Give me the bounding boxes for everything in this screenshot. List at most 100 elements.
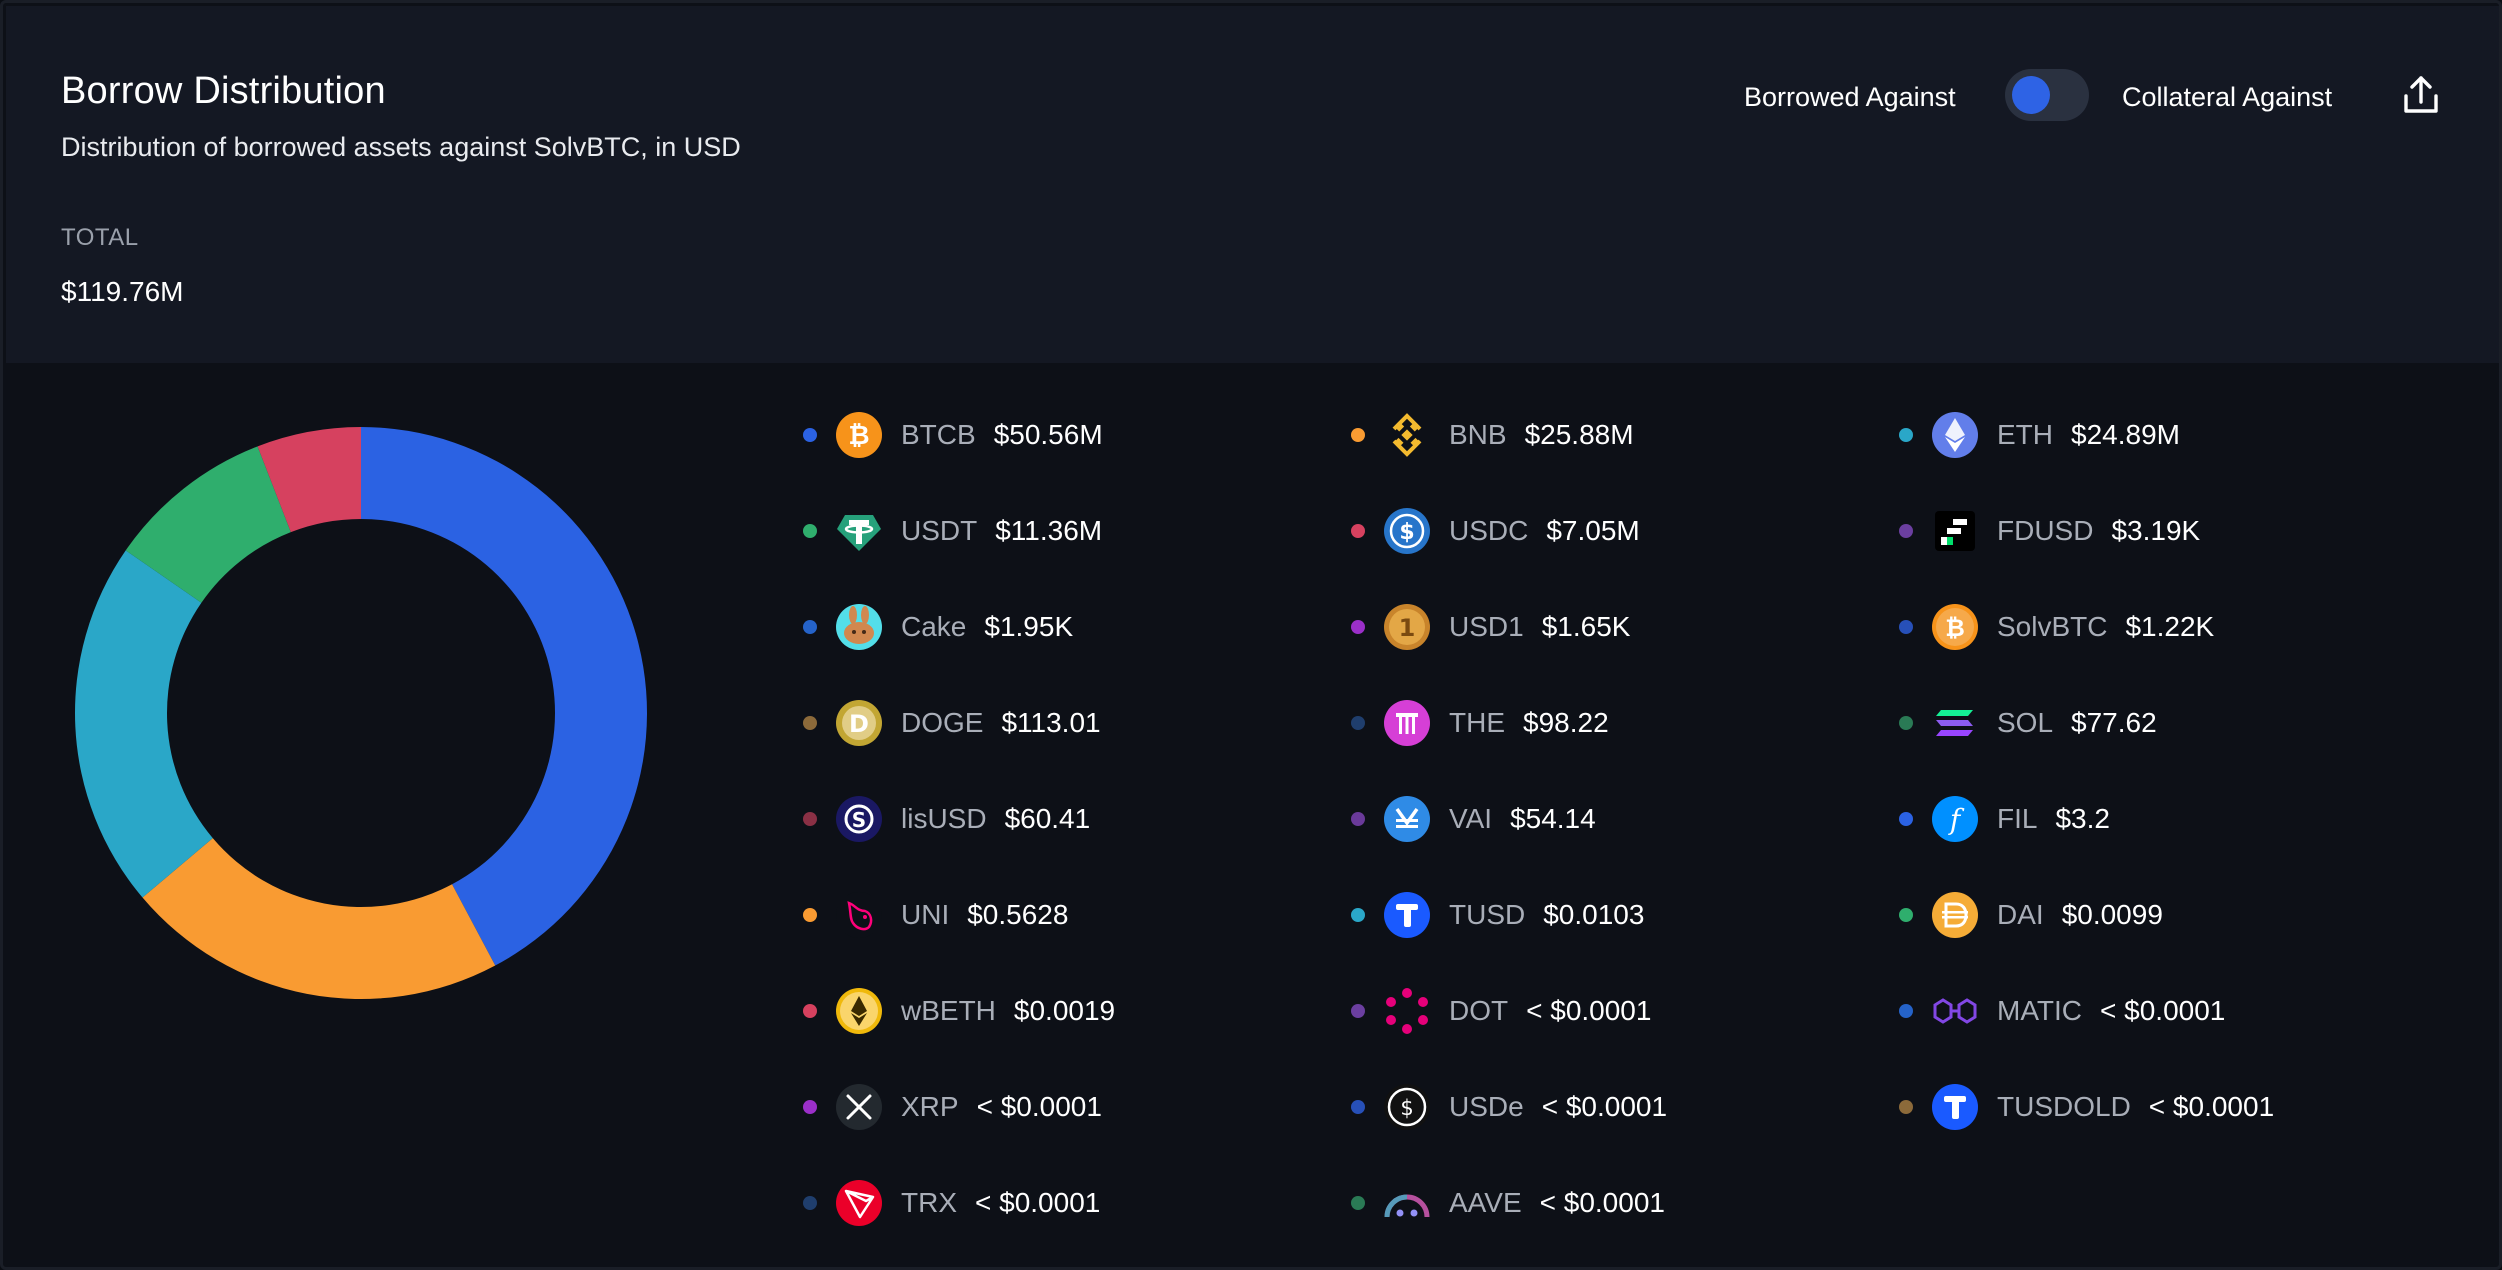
legend-dot (803, 1100, 817, 1114)
legend-value: < $0.0001 (976, 1091, 1102, 1122)
legend-item-solvbtc[interactable]: ₿ SolvBTC $1.22K (1899, 600, 2214, 654)
donut-slice-bnb[interactable] (142, 838, 496, 999)
usde-icon: $ (1384, 1084, 1430, 1130)
legend-value: $3.2 (2055, 803, 2110, 834)
svg-text:₿: ₿ (1945, 614, 1965, 642)
legend-item-usd1[interactable]: 1 USD1 $1.65K (1351, 600, 1630, 654)
legend-dot (803, 428, 817, 442)
share-upload-icon[interactable] (2398, 72, 2444, 118)
legend-item-fdusd[interactable]: FDUSD $3.19K (1899, 504, 2200, 558)
legend-item-fil[interactable]: f FIL $3.2 (1899, 792, 2110, 846)
vai-icon (1384, 796, 1430, 842)
legend-item-doge[interactable]: D DOGE $113.01 (803, 696, 1101, 750)
dai-icon (1932, 892, 1978, 938)
legend-item-eth[interactable]: ETH $24.89M (1899, 408, 2180, 462)
legend-dot (1899, 812, 1913, 826)
legend-symbol: SOL (1997, 707, 2054, 738)
legend-dot (803, 1196, 817, 1210)
legend-symbol: Cake (901, 611, 967, 642)
solvbtc-icon: ₿ (1932, 604, 1978, 650)
legend-value: < $0.0001 (2148, 1091, 2275, 1122)
legend-item-dot[interactable]: DOT < $0.0001 (1351, 984, 1651, 1038)
legend-symbol: wBETH (901, 995, 996, 1026)
borrowed-collateral-toggle[interactable] (2005, 69, 2089, 121)
donut-slice-btcb[interactable] (361, 427, 647, 966)
legend-item-usdt[interactable]: USDT $11.36M (803, 504, 1102, 558)
legend-value: $3.19K (2111, 515, 2201, 546)
legend-dot (1351, 1004, 1365, 1018)
legend-dot (1899, 1004, 1913, 1018)
cake-icon (836, 604, 882, 650)
legend-symbol: TRX (901, 1187, 957, 1218)
borrow-donut-chart (75, 427, 647, 999)
legend-symbol: ETH (1997, 419, 2053, 450)
dot-icon (1386, 988, 1428, 1034)
legend-symbol: USDC (1449, 515, 1529, 546)
legend-dot (1351, 620, 1365, 634)
legend-item-sol[interactable]: SOL $77.62 (1899, 696, 2157, 750)
svg-text:$: $ (1400, 1096, 1413, 1120)
legend-value: < $0.0001 (1526, 995, 1652, 1026)
legend-item-matic[interactable]: MATIC < $0.0001 (1899, 984, 2225, 1038)
borrowed-against-label[interactable]: Borrowed Against (1744, 82, 1956, 112)
bnb-icon (1392, 413, 1422, 457)
legend-dot (803, 620, 817, 634)
legend-dot (803, 908, 817, 922)
donut-slice-usdt[interactable] (125, 446, 291, 603)
legend-symbol: USDe (1449, 1091, 1524, 1122)
legend-item-dai[interactable]: DAI $0.0099 (1899, 888, 2163, 942)
usdc-icon: $ (1384, 508, 1430, 554)
svg-text:₿: ₿ (848, 421, 869, 451)
legend-symbol: MATIC (1997, 995, 2083, 1026)
legend-dot (1899, 716, 1913, 730)
collateral-against-label[interactable]: Collateral Against (2122, 82, 2333, 112)
uni-icon (836, 892, 882, 938)
the-icon (1384, 700, 1430, 746)
legend-item-trx[interactable]: TRX < $0.0001 (803, 1176, 1100, 1230)
btcb-icon: ₿ (836, 412, 882, 458)
legend-dot (1351, 812, 1365, 826)
legend-symbol: SolvBTC (1997, 611, 2108, 642)
doge-icon: D (836, 700, 882, 746)
legend-item-tusd[interactable]: TUSD $0.0103 (1351, 888, 1644, 942)
legend-item-btcb[interactable]: ₿ BTCB $50.56M (803, 408, 1103, 462)
legend-item-xrp[interactable]: XRP < $0.0001 (803, 1080, 1102, 1134)
legend-value: $60.41 (1004, 803, 1091, 834)
legend-symbol: lisUSD (901, 803, 987, 834)
donut-slice-eth[interactable] (75, 550, 213, 898)
legend-dot (803, 716, 817, 730)
legend-symbol: FIL (1997, 803, 2038, 834)
legend-dot (1351, 908, 1365, 922)
legend-item-the[interactable]: THE $98.22 (1351, 696, 1609, 750)
legend-item-vai[interactable]: VAI $54.14 (1351, 792, 1596, 846)
legend-symbol: AAVE (1449, 1187, 1522, 1218)
svg-text:D: D (849, 710, 869, 738)
legend-dot (1899, 620, 1913, 634)
legend-dot (1351, 716, 1365, 730)
svg-text:S: S (852, 808, 866, 832)
donut-slice-usdc[interactable] (257, 427, 361, 533)
svg-text:$: $ (1399, 520, 1414, 545)
legend-item-uni[interactable]: UNI $0.5628 (803, 888, 1068, 942)
legend-value: $7.05M (1546, 515, 1640, 546)
legend-value: $25.88M (1524, 419, 1634, 450)
legend-dot (1899, 908, 1913, 922)
tusd-icon (1384, 892, 1430, 938)
legend-item-aave[interactable]: AAVE < $0.0001 (1351, 1176, 1665, 1230)
legend-dot (1351, 428, 1365, 442)
legend-item-bnb[interactable]: BNB $25.88M (1351, 408, 1634, 462)
legend-symbol: DOT (1449, 995, 1509, 1026)
legend-item-cake[interactable]: Cake $1.95K (803, 600, 1073, 654)
toggle-knob (2012, 76, 2050, 114)
trx-icon (836, 1180, 882, 1226)
legend-symbol: USD1 (1449, 611, 1524, 642)
legend-item-usde[interactable]: $ USDe < $0.0001 (1351, 1080, 1667, 1134)
legend-dot (803, 1004, 817, 1018)
total-label: TOTAL (61, 224, 139, 251)
legend-item-usdc[interactable]: $ USDC $7.05M (1351, 504, 1640, 558)
legend-symbol: BNB (1449, 419, 1507, 450)
legend-dot (1351, 1196, 1365, 1210)
legend-item-tusdold[interactable]: TUSDOLD < $0.0001 (1899, 1080, 2274, 1134)
legend-item-wbeth[interactable]: wBETH $0.0019 (803, 984, 1115, 1038)
